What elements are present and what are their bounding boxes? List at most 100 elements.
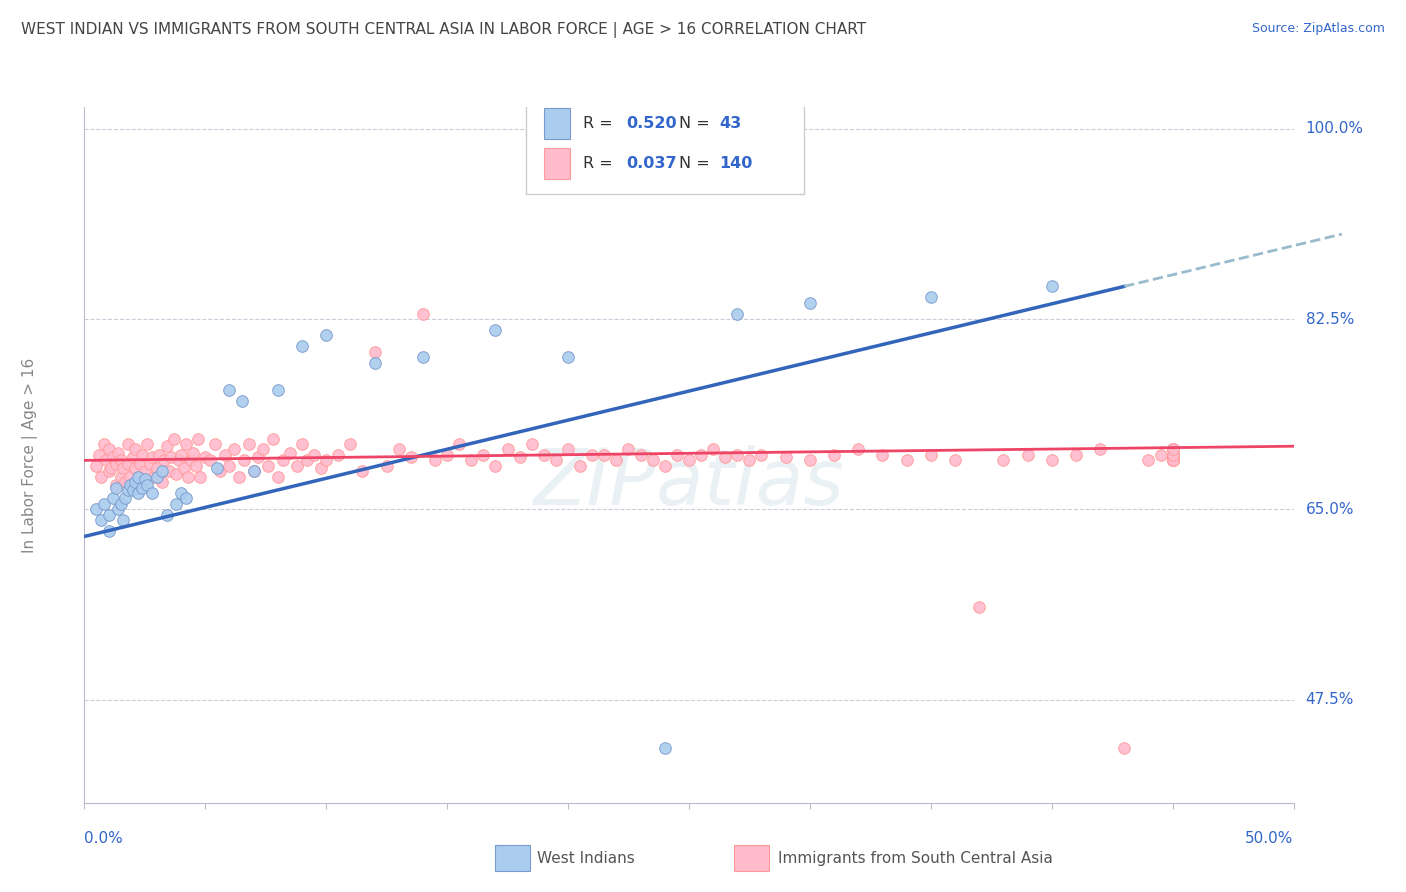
- Point: [97, 464, 120, 478]
- Point: [1161, 453, 1184, 467]
- Text: WEST INDIAN VS IMMIGRANTS FROM SOUTH CENTRAL ASIA IN LABOR FORCE | AGE > 16 CORR: WEST INDIAN VS IMMIGRANTS FROM SOUTH CEN…: [21, 22, 866, 38]
- Point: [112, 513, 135, 527]
- Point: [165, 497, 187, 511]
- Text: Immigrants from South Central Asia: Immigrants from South Central Asia: [778, 851, 1053, 865]
- Point: [231, 393, 253, 408]
- Point: [823, 448, 845, 462]
- Point: [920, 448, 942, 462]
- Point: [181, 446, 204, 460]
- Point: [1161, 453, 1184, 467]
- Point: [170, 448, 193, 462]
- Point: [228, 469, 250, 483]
- Point: [146, 469, 169, 483]
- Text: 82.5%: 82.5%: [1306, 311, 1354, 326]
- Point: [363, 344, 385, 359]
- Point: [1040, 279, 1063, 293]
- Point: [285, 458, 308, 473]
- Point: [120, 469, 142, 483]
- Text: West Indians: West Indians: [537, 851, 636, 865]
- Point: [208, 464, 231, 478]
- Point: [557, 442, 579, 457]
- Point: [557, 350, 579, 364]
- Point: [160, 450, 183, 464]
- Point: [233, 453, 256, 467]
- Point: [184, 458, 207, 473]
- Point: [544, 453, 567, 467]
- Point: [654, 458, 676, 473]
- Point: [238, 437, 260, 451]
- Point: [449, 437, 471, 451]
- Point: [509, 450, 531, 464]
- Point: [104, 478, 127, 492]
- Text: 47.5%: 47.5%: [1306, 692, 1354, 707]
- Point: [165, 467, 187, 482]
- Point: [751, 448, 773, 462]
- Point: [267, 383, 290, 397]
- Point: [110, 453, 132, 467]
- Point: [110, 497, 132, 511]
- Point: [170, 486, 193, 500]
- Point: [155, 508, 177, 522]
- Point: [242, 464, 264, 478]
- Point: [315, 328, 337, 343]
- Point: [150, 475, 173, 489]
- Point: [121, 450, 143, 464]
- Point: [520, 437, 543, 451]
- Point: [141, 450, 163, 464]
- Point: [1161, 448, 1184, 462]
- Point: [86, 458, 108, 473]
- Point: [93, 497, 115, 511]
- Point: [242, 464, 264, 478]
- Text: 65.0%: 65.0%: [1306, 502, 1354, 516]
- Point: [702, 442, 724, 457]
- Point: [97, 508, 120, 522]
- Text: R =: R =: [582, 116, 617, 131]
- Text: 0.520: 0.520: [626, 116, 676, 131]
- Point: [436, 448, 458, 462]
- Point: [328, 448, 350, 462]
- Point: [187, 432, 209, 446]
- Point: [218, 458, 240, 473]
- Point: [117, 457, 139, 471]
- Point: [153, 453, 176, 467]
- Point: [725, 448, 748, 462]
- Point: [846, 442, 869, 457]
- Text: 0.0%: 0.0%: [84, 830, 124, 846]
- FancyBboxPatch shape: [526, 103, 804, 194]
- Point: [174, 491, 197, 506]
- Point: [174, 437, 197, 451]
- Point: [117, 483, 139, 497]
- Point: [484, 323, 506, 337]
- Point: [1161, 442, 1184, 457]
- Point: [104, 457, 127, 471]
- Point: [678, 453, 700, 467]
- Point: [262, 432, 284, 446]
- Point: [93, 437, 115, 451]
- Point: [90, 513, 112, 527]
- Point: [127, 486, 149, 500]
- Point: [124, 442, 146, 457]
- Point: [173, 461, 195, 475]
- Point: [194, 450, 217, 464]
- Point: [1149, 448, 1171, 462]
- Point: [86, 502, 108, 516]
- Point: [1088, 442, 1111, 457]
- Point: [352, 464, 374, 478]
- Point: [114, 491, 136, 506]
- Point: [738, 453, 761, 467]
- Point: [295, 453, 318, 467]
- Point: [97, 442, 120, 457]
- Point: [496, 442, 519, 457]
- Point: [112, 461, 135, 475]
- Text: In Labor Force | Age > 16: In Labor Force | Age > 16: [22, 358, 38, 552]
- Text: 140: 140: [720, 156, 752, 171]
- Point: [943, 453, 966, 467]
- Text: 43: 43: [720, 116, 741, 131]
- Point: [920, 290, 942, 304]
- Point: [180, 453, 202, 467]
- Point: [399, 450, 422, 464]
- Point: [107, 446, 129, 460]
- Point: [177, 469, 200, 483]
- Point: [993, 453, 1015, 467]
- Point: [136, 437, 159, 451]
